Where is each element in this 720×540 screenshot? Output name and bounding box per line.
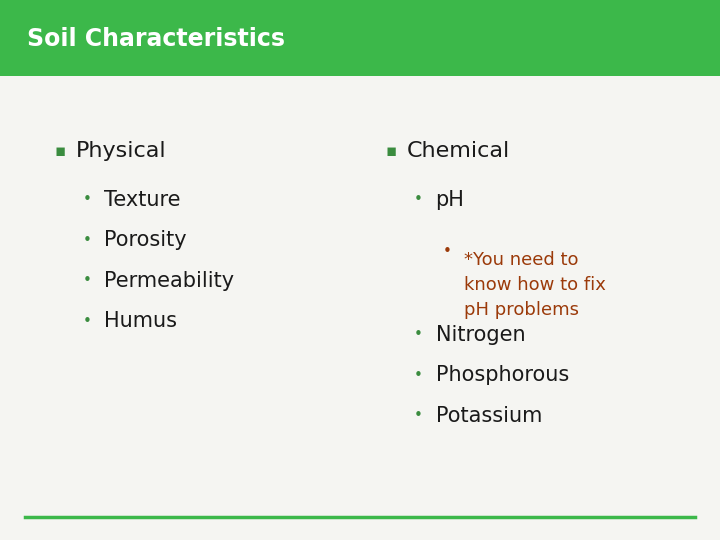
Text: Chemical: Chemical bbox=[407, 141, 510, 161]
Text: •: • bbox=[83, 233, 91, 248]
Text: *You need to
know how to fix
pH problems: *You need to know how to fix pH problems bbox=[464, 251, 606, 319]
Text: •: • bbox=[83, 314, 91, 329]
Text: •: • bbox=[414, 368, 423, 383]
Text: pH: pH bbox=[436, 190, 464, 210]
Text: Porosity: Porosity bbox=[104, 230, 187, 251]
Text: •: • bbox=[83, 192, 91, 207]
Text: Humus: Humus bbox=[104, 311, 177, 332]
Text: •: • bbox=[414, 327, 423, 342]
Text: •: • bbox=[414, 192, 423, 207]
Text: •: • bbox=[83, 273, 91, 288]
Text: •: • bbox=[414, 408, 423, 423]
Text: Texture: Texture bbox=[104, 190, 181, 210]
Text: •: • bbox=[443, 244, 451, 259]
Text: Permeability: Permeability bbox=[104, 271, 235, 291]
Bar bbox=[0, 0, 720, 76]
Text: Nitrogen: Nitrogen bbox=[436, 325, 525, 345]
Text: Physical: Physical bbox=[76, 141, 166, 161]
Text: Soil Characteristics: Soil Characteristics bbox=[27, 27, 285, 51]
Text: ▪: ▪ bbox=[54, 142, 66, 160]
Text: Phosphorous: Phosphorous bbox=[436, 365, 569, 386]
Text: Potassium: Potassium bbox=[436, 406, 542, 426]
Text: ▪: ▪ bbox=[385, 142, 397, 160]
